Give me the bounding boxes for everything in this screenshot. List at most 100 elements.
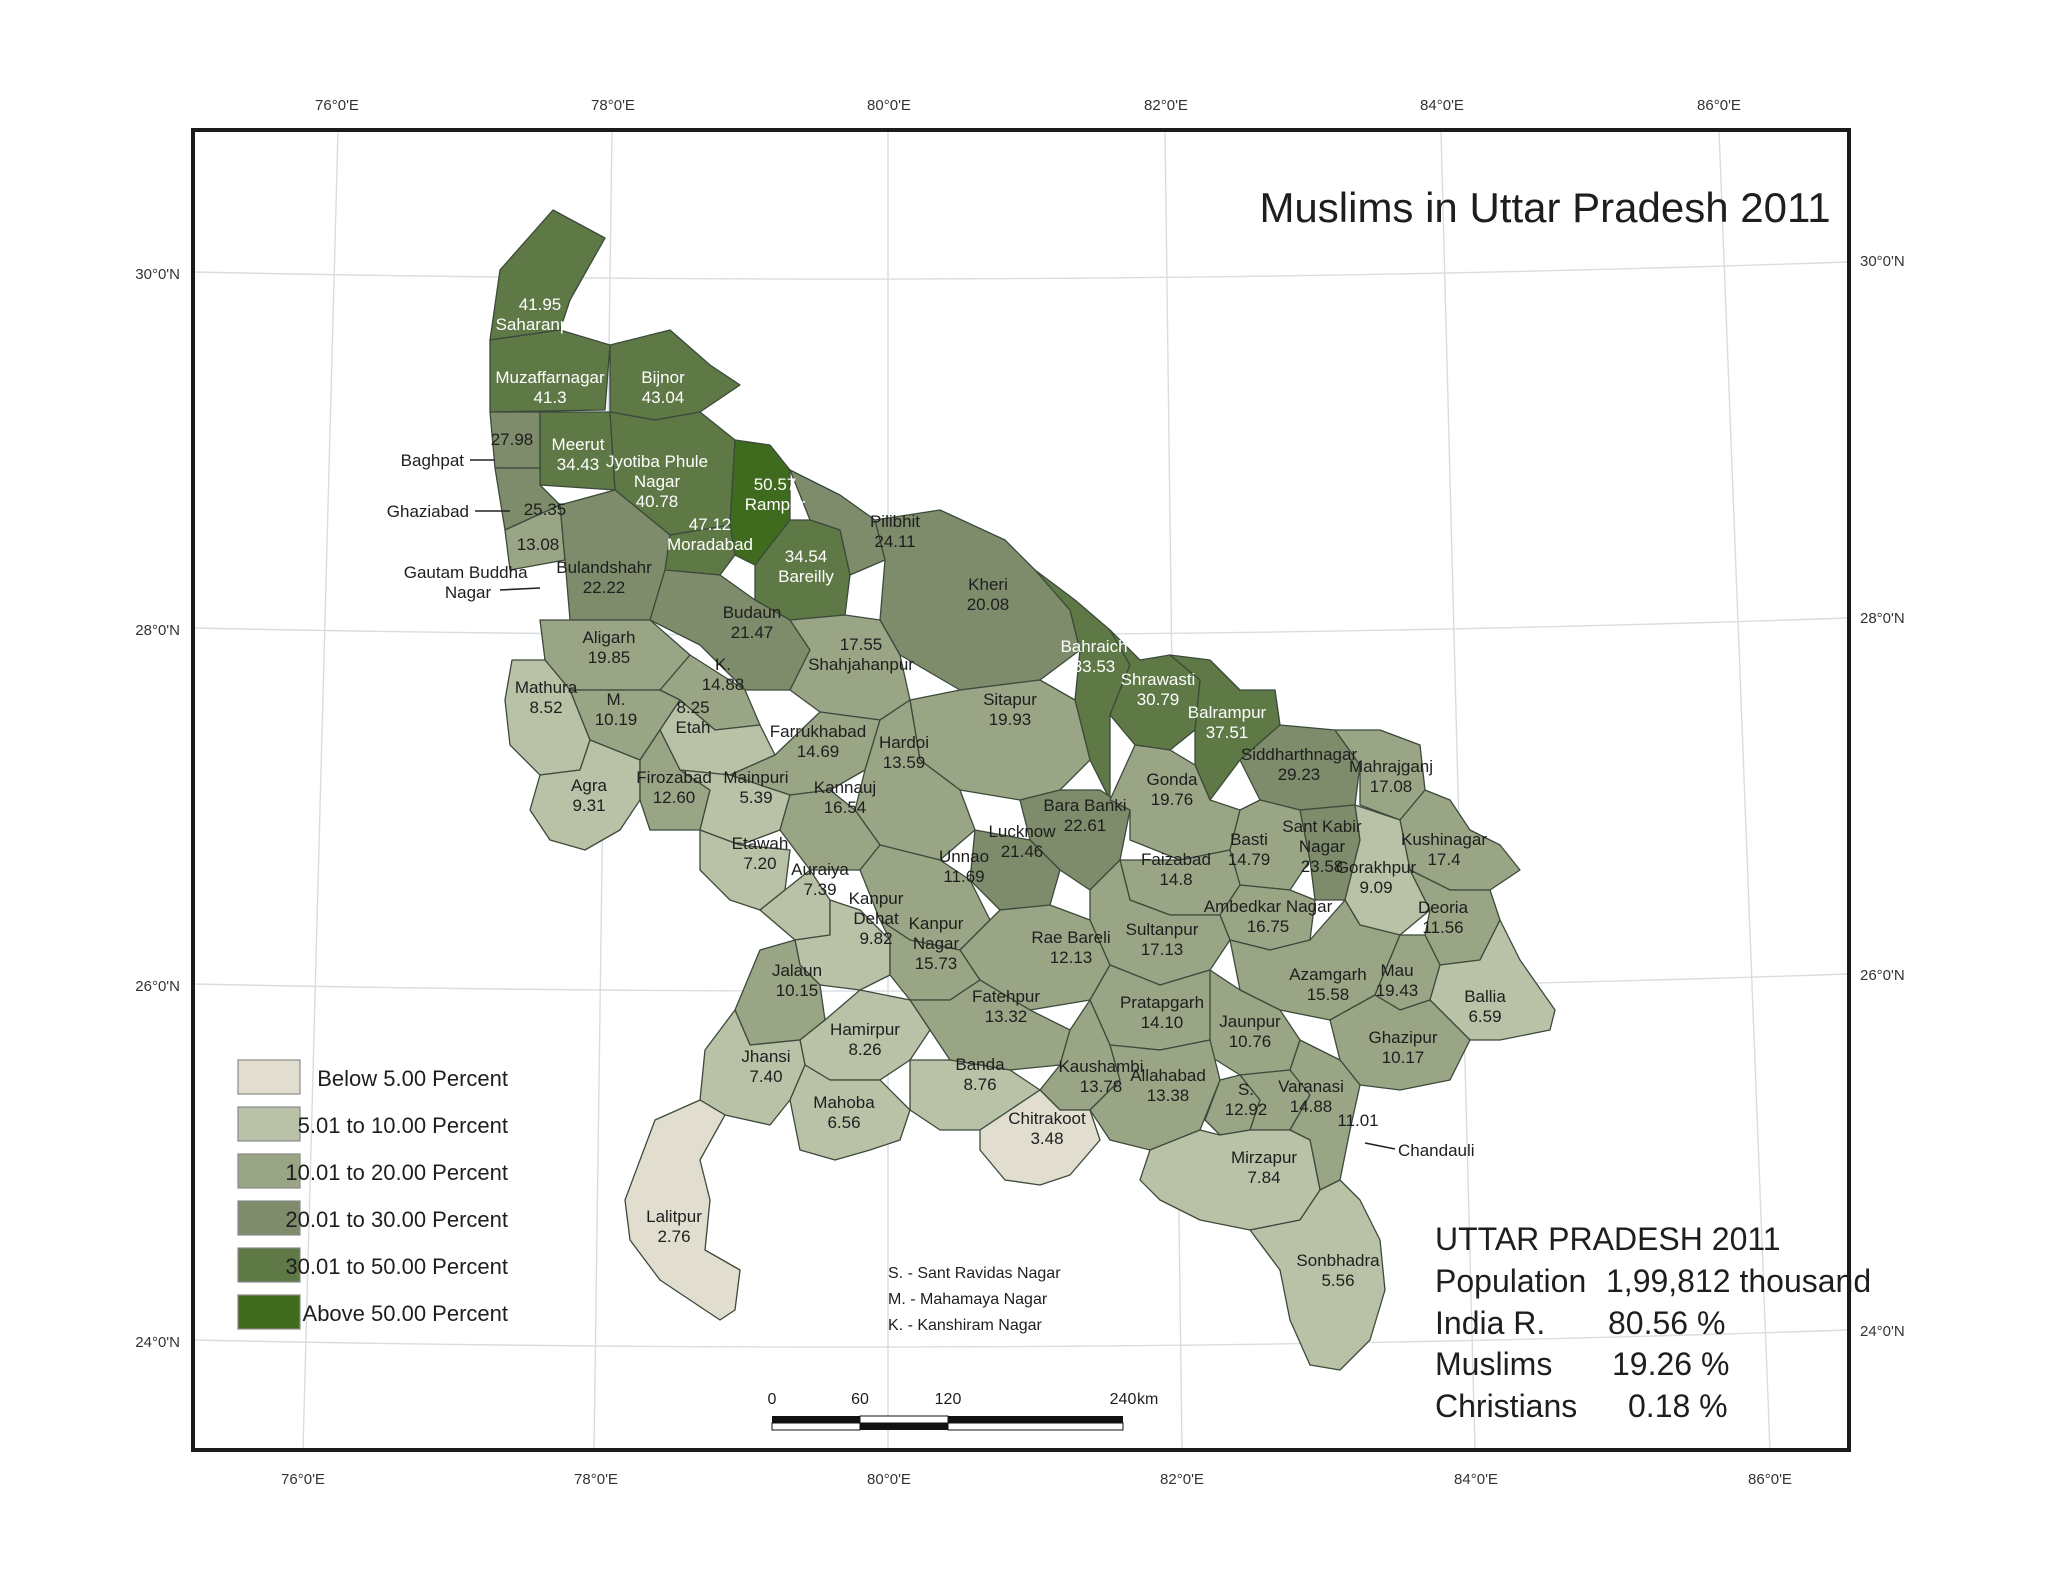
summary-heading: UTTAR PRADESH 2011 bbox=[1435, 1221, 1781, 1257]
district-mainpuri bbox=[679, 769, 791, 846]
scale-label: 60 bbox=[851, 1391, 869, 1408]
legend-label: 20.01 to 30.00 Percent bbox=[285, 1207, 508, 1232]
district-label-bijnor: Bijnor 43.04 bbox=[641, 368, 685, 407]
district-label-shahjahanpur: 17.55 Shahjahanpur bbox=[808, 635, 914, 674]
district-jhansi bbox=[699, 1009, 806, 1126]
legend-swatch bbox=[237, 1153, 301, 1189]
district-chitrakoot bbox=[979, 1089, 1101, 1186]
top-tick: 76°0'E bbox=[315, 97, 359, 114]
district-label-jhansi: Jhansi 7.40 bbox=[741, 1047, 790, 1086]
district-label-sitapur: Sitapur 19.93 bbox=[983, 690, 1037, 729]
district-label-hamirpur: Hamirpur 8.26 bbox=[830, 1020, 900, 1059]
summary-value: 1,99,812 thousand bbox=[1606, 1263, 1871, 1299]
district-label-jpnagar: Jyotiba Phule Nagar 40.78 bbox=[606, 452, 708, 511]
top-tick: 80°0'E bbox=[867, 97, 911, 114]
bottom-tick: 78°0'E bbox=[574, 1471, 618, 1488]
district-label-muzaffarnagar: Muzaffarnagar 41.3 bbox=[495, 368, 605, 407]
bottom-tick: 82°0'E bbox=[1160, 1471, 1204, 1488]
district-muzaffarnagar bbox=[489, 329, 611, 413]
district-label-mirzapur: Mirzapur 7.84 bbox=[1231, 1148, 1297, 1187]
abbreviation-notes: S. - Sant Ravidas Nagar M. - Mahamaya Na… bbox=[888, 1265, 1061, 1334]
district-label-lalitpur: Lalitpur 2.76 bbox=[646, 1207, 702, 1246]
district-label-meerut: Meerut 34.43 bbox=[552, 435, 605, 474]
district-label-aligarh: Aligarh 19.85 bbox=[583, 628, 636, 667]
district-label-moradabad: 47.12 Moradabad bbox=[667, 515, 753, 554]
district-label-ambedkar: Ambedkar Nagar 16.75 bbox=[1204, 897, 1333, 936]
district-label-auraiya: Auraiya 7.39 bbox=[791, 860, 849, 899]
district-label-etawah: Etawah 7.20 bbox=[732, 834, 789, 873]
abbreviation-note: M. - Mahamaya Nagar bbox=[888, 1291, 1048, 1308]
district-label-allahabad: Allahabad 13.38 bbox=[1130, 1066, 1206, 1105]
coordinate-ticks: 76°0'E 78°0'E 80°0'E 82°0'E 84°0'E 86°0'… bbox=[135, 97, 1904, 1488]
district-label-mathura: Mathura 8.52 bbox=[515, 678, 578, 717]
district-label-mahoba: Mahoba 6.56 bbox=[813, 1093, 875, 1132]
district-label-bareilly: 34.54 Bareilly bbox=[778, 547, 834, 586]
callout-gbnagar: Gautam Buddha Nagar bbox=[404, 563, 533, 602]
district-label-baghpat: 27.98 bbox=[491, 430, 534, 449]
district-label-firozabad: Firozabad 12.60 bbox=[636, 768, 712, 807]
map-frame bbox=[191, 128, 1851, 1452]
bottom-tick: 86°0'E bbox=[1748, 1471, 1792, 1488]
district-label-balrampur: Balrampur 37.51 bbox=[1188, 703, 1267, 742]
district-label-gbnagar: 13.08 bbox=[517, 535, 560, 554]
district-lalitpur bbox=[624, 1099, 741, 1321]
district-label-jalaun: Jalaun 10.15 bbox=[772, 961, 822, 1000]
district-label-santkabir: Sant Kabir Nagar 23.58 bbox=[1282, 817, 1362, 876]
top-tick: 82°0'E bbox=[1144, 97, 1188, 114]
district-label-jaunpur: Jaunpur 10.76 bbox=[1219, 1012, 1281, 1051]
district-label-kheri: Kheri 20.08 bbox=[967, 575, 1010, 614]
district-label-ghaziabad: 25.35 bbox=[524, 500, 567, 519]
district-label-chitrakoot: Chitrakoot 3.48 bbox=[1008, 1109, 1086, 1148]
district-label-budaun: Budaun 21.47 bbox=[723, 603, 782, 642]
bottom-tick: 76°0'E bbox=[281, 1471, 325, 1488]
district-label-ballia: Ballia 6.59 bbox=[1464, 987, 1506, 1026]
district-mahoba bbox=[789, 1064, 911, 1161]
top-tick: 84°0'E bbox=[1420, 97, 1464, 114]
scale-label: 240 bbox=[1110, 1391, 1137, 1408]
district-label-etah: 8.25 Etah bbox=[676, 698, 711, 737]
district-label-sonbhadra: Sonbhadra 5.56 bbox=[1296, 1251, 1380, 1290]
scale-label: 0 bbox=[768, 1391, 777, 1408]
legend-swatch bbox=[237, 1294, 301, 1330]
district-label-fatehpur: Fatehpur 13.32 bbox=[972, 987, 1040, 1026]
legend-swatch bbox=[237, 1200, 301, 1236]
district-mirzapur bbox=[1139, 1129, 1321, 1231]
district-label-saharanpur: 41.95 Saharanpur bbox=[496, 295, 585, 334]
abbreviation-note: S. - Sant Ravidas Nagar bbox=[888, 1265, 1061, 1282]
district-sonbhadra bbox=[1249, 1179, 1386, 1371]
district-label-unnao: Unnao 11.69 bbox=[939, 847, 989, 886]
district-label-chandauli: 11.01 bbox=[1337, 1111, 1378, 1130]
scale-label: 120 bbox=[935, 1391, 962, 1408]
district-label-kanpurdehat: Kanpur Dehat 9.82 bbox=[849, 889, 904, 948]
legend: Below 5.00 Percent 5.01 to 10.00 Percent 1… bbox=[237, 1059, 508, 1330]
district-ghaziabad bbox=[494, 467, 561, 531]
district-label-hathras: M. 10.19 bbox=[595, 690, 638, 729]
right-tick: 26°0'N bbox=[1860, 967, 1905, 984]
district-label-banda: Banda 8.76 bbox=[955, 1055, 1005, 1094]
summary-value: 19.26 % bbox=[1612, 1346, 1729, 1382]
district-label-basti: Basti 14.79 bbox=[1228, 830, 1271, 869]
right-tick: 28°0'N bbox=[1860, 610, 1905, 627]
legend-label: 30.01 to 50.00 Percent bbox=[285, 1254, 508, 1279]
bottom-tick: 80°0'E bbox=[867, 1471, 911, 1488]
district-label-kanpurnagar: Kanpur Nagar 15.73 bbox=[909, 914, 964, 973]
summary-label: Population bbox=[1435, 1263, 1586, 1299]
legend-label: 10.01 to 20.00 Percent bbox=[285, 1160, 508, 1185]
district-label-gorakhpur: Gorakhpur 9.09 bbox=[1336, 858, 1417, 897]
left-tick: 30°0'N bbox=[135, 266, 180, 283]
right-tick: 24°0'N bbox=[1860, 1323, 1905, 1340]
district-label-kaushambi: Kaushambi 13.78 bbox=[1058, 1057, 1143, 1096]
bottom-tick: 84°0'E bbox=[1454, 1471, 1498, 1488]
district-label-layer: 41.95 Saharanpur Muzaffarnagar 41.3 Bijnor 43… bbox=[491, 295, 1507, 1290]
district-label-barabanki: Bara Banki 22.61 bbox=[1043, 796, 1126, 835]
district-label-azamgarh: Azamgarh 15.58 bbox=[1289, 965, 1366, 1004]
district-label-siddharthnagar: Siddharthnagar 29.23 bbox=[1241, 745, 1358, 784]
district-layer bbox=[489, 209, 1556, 1371]
left-tick: 24°0'N bbox=[135, 1334, 180, 1351]
district-label-farrukhabad: Farrukhabad 14.69 bbox=[770, 722, 866, 761]
district-label-raebareli: Rae Bareli 12.13 bbox=[1031, 928, 1110, 967]
summary-label: India R. bbox=[1435, 1305, 1545, 1341]
top-tick: 78°0'E bbox=[591, 97, 635, 114]
scale-unit: km bbox=[1137, 1391, 1158, 1408]
